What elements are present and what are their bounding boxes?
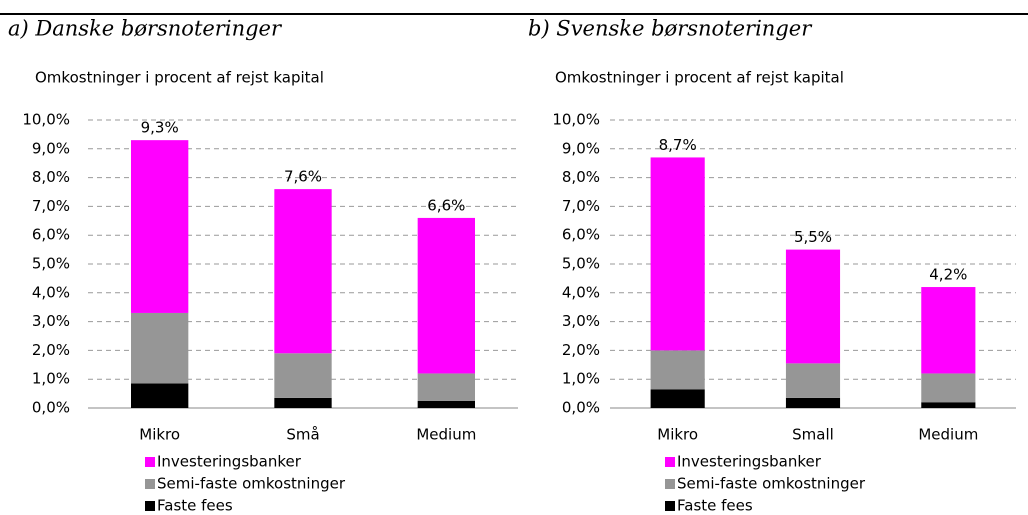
bar-segment: [921, 373, 976, 403]
y-tick-label: 10,0%: [22, 111, 70, 129]
x-tick-label: Medium: [416, 426, 476, 444]
chart-title: a) Danske børsnoteringer: [8, 17, 283, 41]
y-tick-label: 5,0%: [32, 255, 70, 273]
legend-label: Semi-faste omkostninger: [677, 475, 866, 493]
bar-segment: [921, 287, 976, 374]
bar-segment: [131, 312, 189, 384]
y-tick-label: 1,0%: [562, 370, 600, 388]
subtitle: Omkostninger i procent af rejst kapital: [555, 69, 844, 87]
bar-segment: [417, 400, 475, 408]
y-tick-label: 10,0%: [552, 111, 600, 129]
bar-segment: [921, 402, 976, 408]
x-tick-label: Small: [792, 426, 834, 444]
bar-segment: [131, 383, 189, 408]
y-tick-label: 0,0%: [32, 399, 70, 417]
bar-segment: [274, 397, 332, 408]
total-label: 8,7%: [659, 136, 697, 154]
bar-segment: [131, 140, 189, 313]
total-label: 5,5%: [794, 228, 832, 246]
legend-label: Investeringsbanker: [157, 453, 302, 471]
bar-segment: [650, 157, 705, 351]
bar-segment: [274, 189, 332, 354]
y-tick-label: 8,0%: [32, 168, 70, 186]
legend-label: Faste fees: [677, 497, 753, 515]
bar-segment: [785, 249, 841, 364]
y-tick-label: 7,0%: [32, 197, 70, 215]
y-tick-label: 2,0%: [562, 341, 600, 359]
bar-segment: [417, 217, 475, 374]
y-tick-label: 9,0%: [32, 139, 70, 157]
y-tick-label: 9,0%: [562, 139, 600, 157]
x-tick-label: Medium: [918, 426, 978, 444]
subtitle: Omkostninger i procent af rejst kapital: [35, 69, 324, 87]
x-tick-label: Mikro: [657, 426, 698, 444]
y-tick-label: 8,0%: [562, 168, 600, 186]
x-tick-label: Små: [286, 426, 319, 444]
bar-segment: [417, 373, 475, 401]
y-tick-label: 3,0%: [562, 312, 600, 330]
legend-swatch: [145, 479, 155, 489]
y-tick-label: 7,0%: [562, 197, 600, 215]
legend-swatch: [145, 501, 155, 511]
chart-title: b) Svenske børsnoteringer: [528, 17, 813, 41]
bar-segment: [650, 389, 705, 408]
bar-segment: [650, 350, 705, 390]
total-label: 7,6%: [284, 168, 322, 186]
total-label: 4,2%: [929, 266, 967, 284]
legend-swatch: [145, 457, 155, 467]
total-label: 9,3%: [141, 119, 179, 137]
legend-label: Investeringsbanker: [677, 453, 822, 471]
y-tick-label: 3,0%: [32, 312, 70, 330]
legend-swatch: [665, 457, 675, 467]
y-tick-label: 1,0%: [32, 370, 70, 388]
legend-label: Semi-faste omkostninger: [157, 475, 346, 493]
y-tick-label: 5,0%: [562, 255, 600, 273]
y-tick-label: 2,0%: [32, 341, 70, 359]
y-tick-label: 4,0%: [562, 283, 600, 301]
bar-segment: [785, 397, 841, 408]
legend-swatch: [665, 479, 675, 489]
legend-label: Faste fees: [157, 497, 233, 515]
y-tick-label: 0,0%: [562, 399, 600, 417]
bar-segment: [274, 353, 332, 398]
x-tick-label: Mikro: [139, 426, 180, 444]
total-label: 6,6%: [427, 196, 465, 214]
legend-swatch: [665, 501, 675, 511]
y-tick-label: 6,0%: [32, 226, 70, 244]
y-tick-label: 4,0%: [32, 283, 70, 301]
y-tick-label: 6,0%: [562, 226, 600, 244]
bar-segment: [785, 363, 841, 398]
